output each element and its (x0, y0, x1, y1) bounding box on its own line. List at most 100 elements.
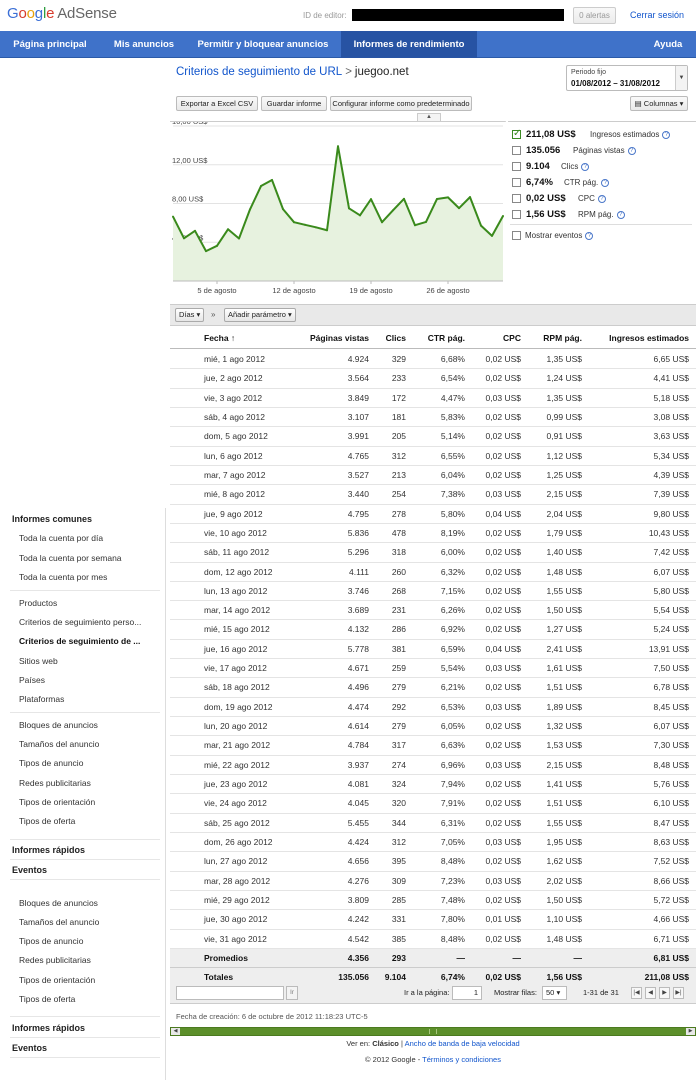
cell-page-rpm: 1,89 US$ (546, 701, 582, 712)
sidebar-heading-events[interactable]: Eventos (12, 1043, 48, 1053)
table-row: mié, 22 ago 2012 3.937 274 6,96% 0,03 US$ 2,1… (170, 756, 696, 776)
sidebar-item-ad-types[interactable]: Tipos de anuncio (19, 758, 84, 768)
nav-help[interactable]: Ayuda (653, 39, 683, 50)
cell-page-rpm: 1,12 US$ (546, 450, 582, 461)
low-bandwidth-link[interactable]: Ancho de banda de baja velocidad (404, 1039, 520, 1048)
column-header-page-ctr[interactable]: CTR pág. (427, 333, 465, 343)
sidebar-item-ad-networks[interactable]: Redes publicitarias (19, 955, 91, 965)
help-icon[interactable]: ? (585, 232, 594, 240)
cell-estimated-earnings: 6,71 US$ (653, 933, 689, 944)
filter-input[interactable] (176, 986, 284, 1000)
checkbox-icon[interactable] (512, 210, 521, 219)
sidebar-item-ad-types[interactable]: Tipos de anuncio (19, 936, 84, 946)
column-header-date[interactable]: Fecha ↑ (204, 333, 236, 343)
scroll-thumb-grip[interactable] (429, 1029, 437, 1034)
x-tick-label: 19 de agosto (349, 286, 392, 295)
sidebar-item-platforms[interactable]: Plataformas (19, 694, 65, 704)
chart-data-point (216, 244, 218, 247)
chevron-down-icon[interactable]: ▼ (675, 66, 687, 90)
horizontal-scrollbar[interactable]: ◀ ▶ (170, 1027, 696, 1036)
sidebar-item-ad-networks[interactable]: Redes publicitarias (19, 778, 91, 788)
help-icon[interactable]: ? (601, 179, 610, 187)
sidebar-heading-common-reports[interactable]: Informes comunes (12, 514, 93, 524)
cell-cpc: 0,03 US$ (485, 489, 521, 500)
days-dropdown[interactable]: Días ▾ (175, 308, 205, 322)
rows-per-page-select[interactable]: 50 ▾ (542, 986, 567, 1000)
collapse-chart-toggle[interactable]: ▲ (417, 113, 441, 121)
nav-allow-block-ads[interactable]: Permitir y bloquear anuncios (197, 39, 329, 50)
help-icon[interactable]: ? (597, 195, 606, 203)
sidebar-item-ad-sizes[interactable]: Tamaños del anuncio (19, 739, 100, 749)
sidebar-item-ad-units[interactable]: Bloques de anuncios (19, 720, 98, 730)
table-row: jue, 2 ago 2012 3.564 233 6,54% 0,02 US$ 1,24… (170, 369, 696, 389)
sidebar-item-ad-sizes[interactable]: Tamaños del anuncio (19, 917, 100, 927)
cell-estimated-earnings: 5,76 US$ (653, 779, 689, 790)
sidebar-heading-quick-reports[interactable]: Informes rápidos (12, 1023, 86, 1033)
cell-cpc: 0,02 US$ (485, 527, 521, 538)
next-page-icon[interactable]: ▶ (659, 987, 670, 999)
checkbox-icon[interactable] (512, 231, 521, 240)
sidebar-divider (10, 712, 160, 713)
sidebar-heading-quick-reports[interactable]: Informes rápidos (12, 845, 86, 855)
help-icon[interactable]: ? (616, 211, 625, 219)
sidebar-item-bid-types[interactable]: Tipos de oferta (19, 816, 76, 826)
sidebar-item-ad-units[interactable]: Bloques de anuncios (19, 898, 98, 908)
sidebar-item-account-by-week[interactable]: Toda la cuenta por semana (19, 553, 122, 563)
cell-page-rpm: 2,02 US$ (546, 875, 582, 886)
alerts-button[interactable]: 0 alertas (573, 7, 616, 24)
cell-page-views: 4.765 (347, 450, 369, 461)
column-header-page-views[interactable]: Páginas vistas (309, 333, 369, 343)
sidebar-item-account-by-day[interactable]: Toda la cuenta por día (19, 533, 104, 543)
cell-estimated-earnings: 6,10 US$ (653, 798, 689, 809)
sidebar-item-countries[interactable]: Países (19, 675, 45, 685)
column-header-page-rpm[interactable]: RPM pág. (543, 333, 582, 343)
column-header-cpc[interactable]: CPC (503, 333, 521, 343)
sidebar-heading-events[interactable]: Eventos (12, 865, 48, 875)
copyright-text: © 2012 Google - (365, 1055, 421, 1064)
cell-estimated-earnings: 6,78 US$ (653, 682, 689, 693)
checkbox-checked-icon[interactable] (512, 128, 521, 139)
goto-page-input[interactable]: 1 (452, 986, 482, 1000)
checkbox-icon[interactable] (512, 162, 521, 171)
set-default-report-button[interactable]: Configurar informe como predeterminado (330, 96, 472, 111)
save-report-button[interactable]: Guardar informe (261, 96, 327, 111)
last-page-icon[interactable]: ▶| (673, 987, 684, 999)
cell-page-views: 135.056 (338, 972, 369, 983)
sidebar-item-targeting-types[interactable]: Tipos de orientación (19, 975, 96, 985)
columns-button[interactable]: ▤ Columnas ▾ (630, 96, 688, 111)
nav-performance-reports[interactable]: Informes de rendimiento (341, 31, 477, 58)
help-icon[interactable]: ? (662, 131, 671, 139)
sidebar-item-bid-types[interactable]: Tipos de oferta (19, 994, 76, 1004)
filter-go-button[interactable]: Ir (286, 986, 298, 1000)
sign-out-link[interactable]: Cerrar sesión (630, 10, 685, 20)
checkbox-icon[interactable] (512, 194, 521, 203)
column-header-estimated-earnings[interactable]: Ingresos estimados (609, 333, 689, 343)
scroll-right-icon[interactable]: ▶ (686, 1028, 695, 1035)
terms-link[interactable]: Términos y condiciones (422, 1055, 501, 1064)
breadcrumb-link-url-channels[interactable]: Criterios de seguimiento de URL (176, 66, 343, 78)
adsense-logo[interactable]: Google AdSense (7, 5, 117, 22)
checkbox-icon[interactable] (512, 146, 521, 155)
nav-my-ads[interactable]: Mis anuncios (113, 39, 175, 50)
sidebar-item-targeting-types[interactable]: Tipos de orientación (19, 797, 96, 807)
sidebar-item-sites[interactable]: Sitios web (19, 656, 58, 666)
sidebar-item-custom-channels[interactable]: Criterios de seguimiento perso... (19, 617, 142, 627)
help-icon[interactable]: ? (581, 163, 590, 171)
checkbox-icon[interactable] (512, 178, 521, 187)
sidebar-item-account-by-month[interactable]: Toda la cuenta por mes (19, 572, 108, 582)
export-csv-button[interactable]: Exportar a Excel CSV (176, 96, 258, 111)
prev-page-icon[interactable]: ◀ (645, 987, 656, 999)
sidebar-item-url-channels[interactable]: Criterios de seguimiento de ... (19, 636, 141, 646)
date-range-picker[interactable]: Periodo fijo 01/08/2012 – 31/08/2012 ▼ (566, 65, 688, 91)
add-parameter-dropdown[interactable]: Añadir parámetro ▾ (224, 308, 296, 322)
cell-estimated-earnings: 7,50 US$ (653, 663, 689, 674)
cell-cpc: 0,02 US$ (485, 624, 521, 635)
cell-date: vie, 31 ago 2012 (204, 933, 267, 944)
sidebar-item-products[interactable]: Productos (19, 598, 58, 608)
scroll-left-icon[interactable]: ◀ (171, 1028, 180, 1035)
help-icon[interactable]: ? (627, 147, 636, 155)
column-header-clicks[interactable]: Clics (385, 333, 406, 343)
nav-home[interactable]: Página principal (13, 39, 87, 50)
cell-cpc: 0,02 US$ (485, 605, 521, 616)
first-page-icon[interactable]: |◀ (631, 987, 642, 999)
